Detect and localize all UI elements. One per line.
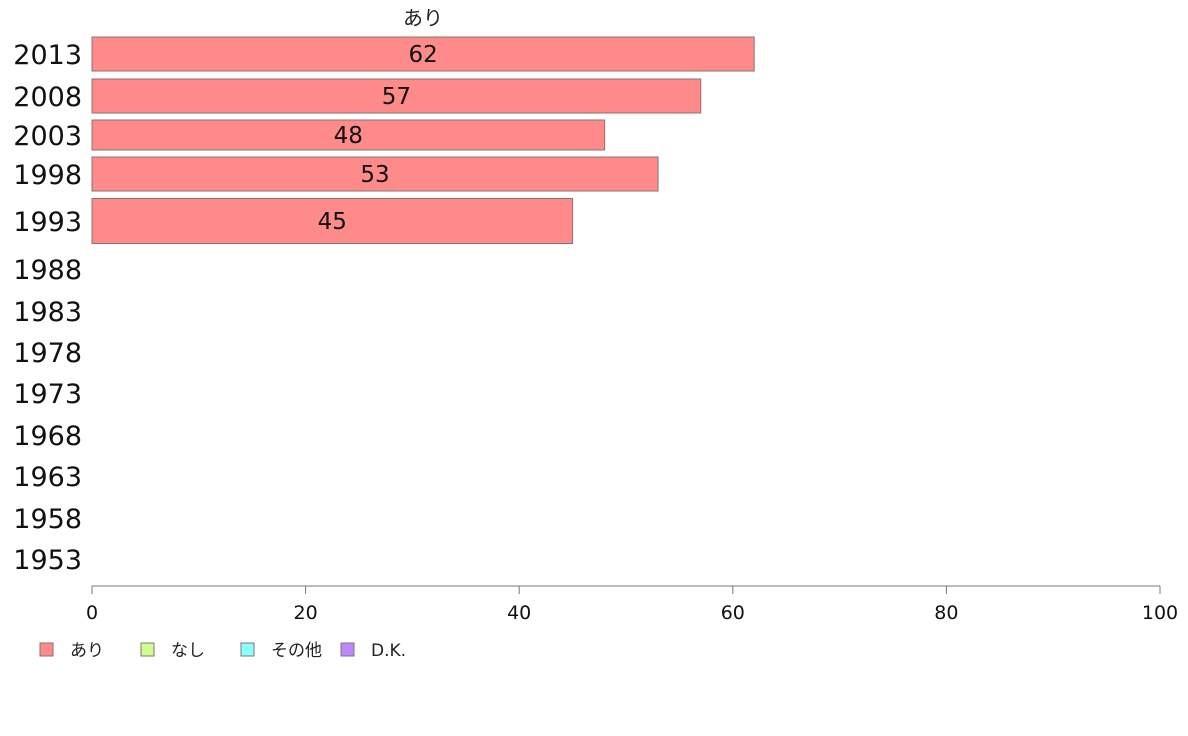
legend-label-DK: D.K. xyxy=(371,641,406,661)
year-label-2003: 2003 xyxy=(13,121,82,152)
year-label-1963: 1963 xyxy=(13,462,82,493)
year-label-1978: 1978 xyxy=(13,338,82,369)
bar-value-2013: 62 xyxy=(408,42,437,68)
year-label-1968: 1968 xyxy=(13,421,82,452)
bar-2008 xyxy=(91,78,702,114)
bar-value-1998: 53 xyxy=(360,162,389,188)
year-label-1983: 1983 xyxy=(13,297,82,328)
year-label-2013: 2013 xyxy=(13,40,82,71)
bar-value-2008: 57 xyxy=(382,84,411,110)
x-tick-label-80: 80 xyxy=(934,602,958,624)
x-tick-label-60: 60 xyxy=(721,602,745,624)
year-label-1973: 1973 xyxy=(13,379,82,410)
bar-1998 xyxy=(91,156,659,192)
legend-swatch-あり xyxy=(39,642,54,657)
bar-value-1993: 45 xyxy=(318,209,347,235)
bar-1993 xyxy=(91,198,574,244)
x-tick-label-40: 40 xyxy=(507,602,531,624)
legend-swatch-DK xyxy=(340,642,355,657)
legend-swatch-その他 xyxy=(240,642,255,657)
year-label-1993: 1993 xyxy=(13,207,82,238)
legend-label-あり: あり xyxy=(70,641,104,661)
legend-label-その他: その他 xyxy=(271,641,322,661)
series-title: あり xyxy=(403,6,443,30)
x-tick-label-20: 20 xyxy=(294,602,318,624)
bar-2013 xyxy=(91,36,755,72)
x-tick-label-0: 0 xyxy=(86,602,98,624)
bar-2003 xyxy=(91,119,606,151)
x-tick-label-100: 100 xyxy=(1142,602,1178,624)
year-label-2008: 2008 xyxy=(13,82,82,113)
year-label-1998: 1998 xyxy=(13,160,82,191)
legend-swatch-なし xyxy=(140,642,155,657)
year-label-1988: 1988 xyxy=(13,255,82,286)
year-label-1953: 1953 xyxy=(13,545,82,576)
bar-value-2003: 48 xyxy=(334,123,363,149)
year-label-1958: 1958 xyxy=(13,504,82,535)
legend-label-なし: なし xyxy=(171,641,205,661)
